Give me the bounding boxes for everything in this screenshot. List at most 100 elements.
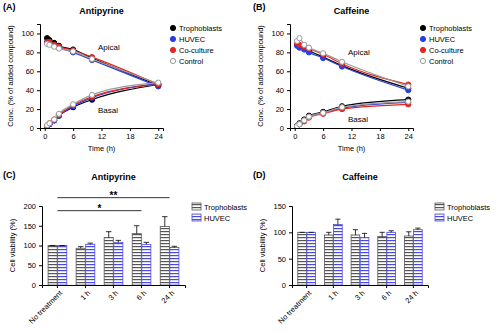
tick-mark xyxy=(113,285,114,288)
bar xyxy=(404,236,413,285)
tick: 150 xyxy=(273,202,292,211)
y-axis-title: Cell viability (%) xyxy=(258,218,267,272)
tick-mark xyxy=(37,71,40,72)
tick-label: 18 xyxy=(376,132,384,141)
tick: 1 h xyxy=(78,285,92,302)
bar xyxy=(414,230,423,285)
tick-label: 0 xyxy=(282,281,286,290)
data-point xyxy=(306,45,311,50)
tick-mark xyxy=(289,259,292,260)
tick-label: 0 xyxy=(280,124,284,133)
bar xyxy=(86,244,95,285)
x-axis-title: Time (h) xyxy=(88,144,116,153)
series-line xyxy=(47,85,158,127)
tick-label: 40 xyxy=(276,86,284,95)
error-bar xyxy=(406,232,411,236)
bar xyxy=(307,232,316,285)
legend-swatch xyxy=(435,214,444,221)
tick-label: 20 xyxy=(26,105,34,114)
error-bar-cap xyxy=(88,243,93,244)
data-point xyxy=(52,117,57,122)
tick: 1 h xyxy=(326,285,340,302)
data-point xyxy=(156,81,161,86)
tick-mark xyxy=(39,265,42,266)
error-bar xyxy=(380,232,385,236)
legend-marker xyxy=(170,47,175,52)
tick-mark xyxy=(360,285,361,288)
legend-label: Trophoblasts xyxy=(447,203,490,212)
legend-marker xyxy=(420,36,425,41)
legend-label: Trophoblasts xyxy=(179,24,222,33)
tick-mark xyxy=(37,90,40,91)
axis-line xyxy=(289,207,293,286)
tick: 20 xyxy=(276,105,290,114)
tick-label: 50 xyxy=(278,255,286,264)
tick-mark xyxy=(287,52,290,53)
legend-item: HUVEC xyxy=(192,214,231,223)
error-bar-cap xyxy=(144,242,149,243)
tick-label: 200 xyxy=(23,202,36,211)
data-point xyxy=(71,102,76,107)
data-point xyxy=(321,110,326,115)
tick-label: 12 xyxy=(98,132,106,141)
legend-label: Co-culture xyxy=(429,46,464,55)
data-point xyxy=(339,106,344,111)
tick-mark xyxy=(287,90,290,91)
legend-marker xyxy=(170,25,175,30)
error-bar-cap xyxy=(362,233,367,234)
error-bar-stem xyxy=(364,233,365,237)
data-point xyxy=(406,84,411,89)
axis-line xyxy=(291,129,414,132)
tick-label: 0 xyxy=(32,281,36,290)
tick: 80 xyxy=(276,48,290,57)
tick-label: 150 xyxy=(273,202,286,211)
group-label: Basal xyxy=(98,106,118,115)
data-point xyxy=(89,55,94,60)
axis-line xyxy=(293,286,429,289)
bar xyxy=(58,246,67,286)
legend-item: Control xyxy=(420,57,453,66)
data-point xyxy=(339,59,344,64)
tick-label: No treatment xyxy=(276,288,314,326)
error-bar-cap xyxy=(78,246,83,247)
bar xyxy=(324,235,333,285)
legend-label: Control xyxy=(179,57,204,66)
tick-label: 12 xyxy=(348,132,356,141)
legend-label: HUVEC xyxy=(179,35,206,44)
bar xyxy=(142,244,151,285)
y-axis: 050100150 xyxy=(273,202,292,290)
bar xyxy=(76,248,85,285)
tick-mark xyxy=(85,285,86,288)
data-point xyxy=(321,111,326,116)
data-point xyxy=(306,46,311,51)
data-point xyxy=(302,118,307,123)
tick-label: 80 xyxy=(276,48,284,57)
bar xyxy=(132,234,141,285)
tick-label: 24 h xyxy=(403,289,420,306)
bar xyxy=(351,235,360,285)
tick: 100 xyxy=(23,241,42,250)
tick-mark xyxy=(45,128,46,131)
title: Antipyrine xyxy=(91,172,136,182)
data-point xyxy=(406,99,411,104)
data-point xyxy=(297,122,302,127)
tick: 200 xyxy=(23,202,42,211)
tick: 3 h xyxy=(353,285,367,302)
tick-mark xyxy=(323,128,324,131)
series-line xyxy=(297,100,408,126)
error-bar-cap xyxy=(389,230,394,231)
legend-label: Trophoblasts xyxy=(204,203,247,212)
bar xyxy=(104,238,113,285)
bar xyxy=(378,237,387,285)
tick-mark xyxy=(289,285,292,286)
data-point xyxy=(56,111,61,116)
bar xyxy=(334,224,343,285)
error-bar-cap xyxy=(326,232,331,233)
data-point xyxy=(71,48,76,53)
tick: 60 xyxy=(26,67,40,76)
tick-label: 3 h xyxy=(353,289,367,303)
tick-mark xyxy=(37,33,40,34)
x-axis: 06121824 xyxy=(291,128,414,141)
data-point xyxy=(321,51,326,56)
tick: 18 xyxy=(376,128,384,141)
